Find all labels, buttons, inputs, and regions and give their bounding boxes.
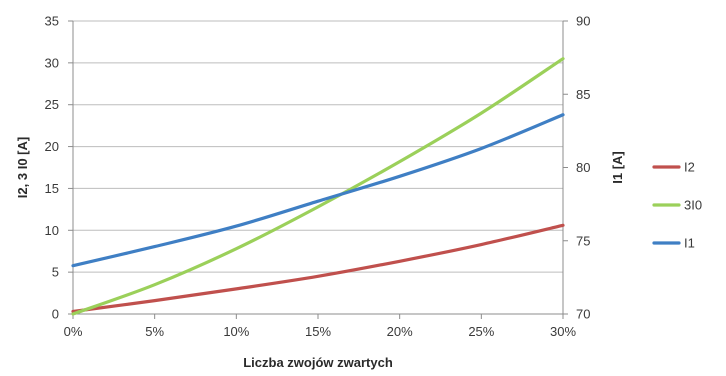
legend-label-i2: I2 xyxy=(684,160,695,175)
y-right-tick-label: 75 xyxy=(576,233,590,248)
y-left-tick-label: 15 xyxy=(45,181,59,196)
series-line-i1 xyxy=(71,113,565,268)
y-left-tick-label: 35 xyxy=(45,14,59,29)
x-tick-label: 0% xyxy=(64,324,83,339)
y-left-tick-label: 25 xyxy=(45,97,59,112)
series-line-3i0 xyxy=(71,57,565,316)
y-left-tick-label: 0 xyxy=(52,307,59,322)
y-left-tick-label: 20 xyxy=(45,139,59,154)
x-axis-title: Liczba zwojów zwartych xyxy=(243,355,393,370)
y-right-tick-label: 80 xyxy=(576,160,590,175)
y-axis-left-title: I2, 3 I0 [A] xyxy=(15,137,30,198)
y-right-tick-label: 90 xyxy=(576,14,590,29)
y-right-tick-label: 85 xyxy=(576,87,590,102)
x-tick-label: 20% xyxy=(387,324,413,339)
x-tick-label: 10% xyxy=(223,324,249,339)
legend-label-i1: I1 xyxy=(684,236,695,251)
y-axis-right-title: I1 [A] xyxy=(610,151,625,184)
legend-label-3i0: 3I0 xyxy=(684,198,702,213)
y-left-tick-label: 5 xyxy=(52,265,59,280)
x-tick-label: 25% xyxy=(468,324,494,339)
y-left-tick-label: 10 xyxy=(45,223,59,238)
series-line-i2 xyxy=(71,223,565,314)
y-left-tick-label: 30 xyxy=(45,55,59,70)
y-right-tick-label: 70 xyxy=(576,307,590,322)
x-tick-label: 15% xyxy=(305,324,331,339)
x-tick-label: 5% xyxy=(145,324,164,339)
x-tick-label: 30% xyxy=(550,324,576,339)
